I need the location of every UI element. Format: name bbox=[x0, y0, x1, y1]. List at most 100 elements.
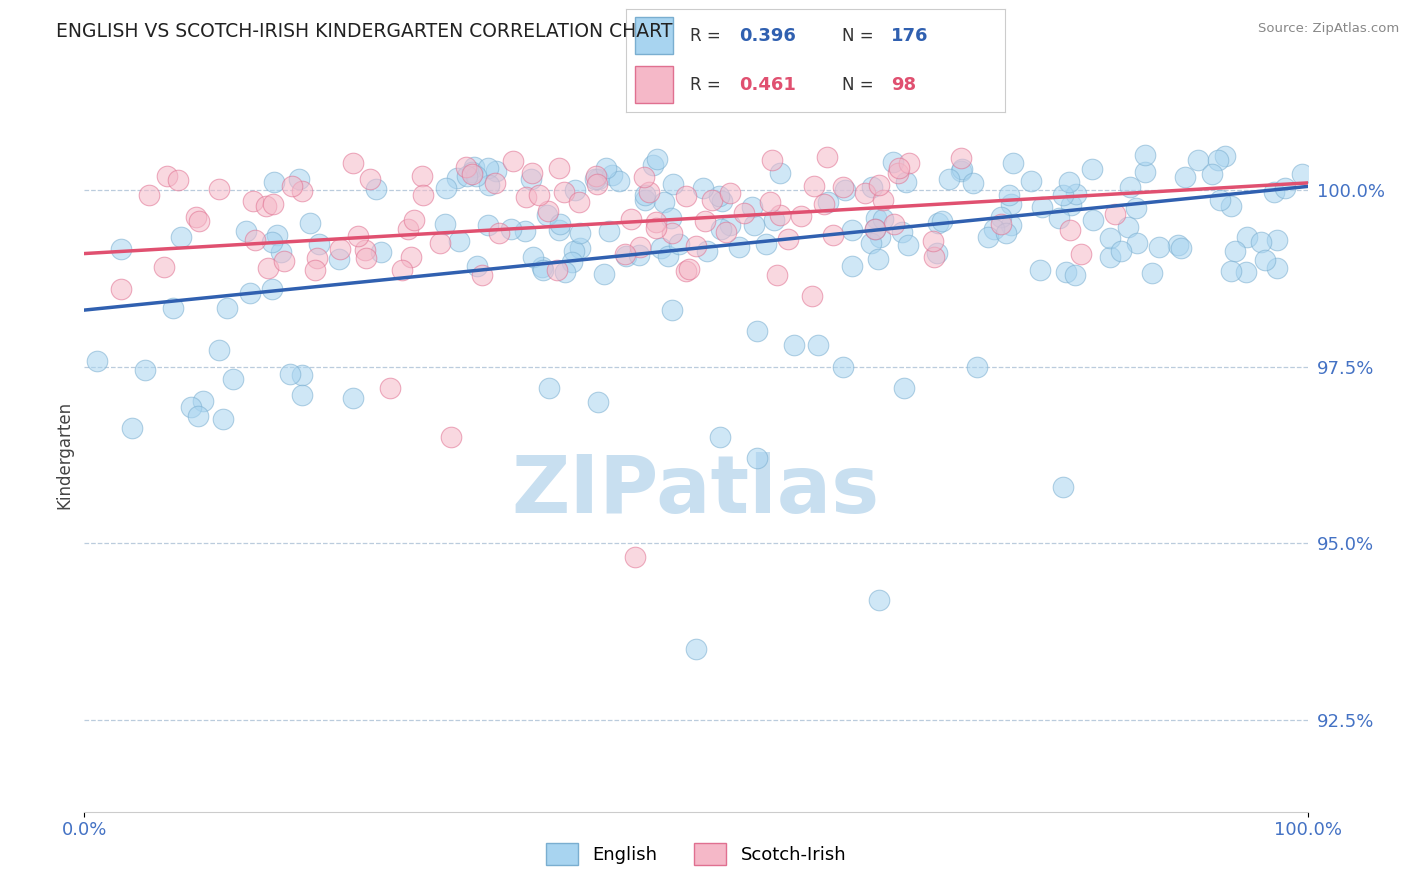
Point bbox=[485, 163, 508, 178]
Point bbox=[614, 246, 637, 260]
Point bbox=[446, 171, 468, 186]
Point bbox=[263, 176, 285, 190]
Point bbox=[307, 251, 329, 265]
Point bbox=[586, 395, 609, 409]
Point bbox=[463, 161, 485, 175]
Point bbox=[266, 228, 288, 243]
Point bbox=[273, 253, 295, 268]
Point bbox=[718, 186, 741, 200]
Point bbox=[536, 208, 558, 222]
Point bbox=[831, 179, 853, 194]
Point bbox=[696, 244, 718, 258]
Point bbox=[1170, 241, 1192, 255]
Point bbox=[1125, 201, 1147, 215]
Point bbox=[755, 237, 778, 252]
Point bbox=[188, 214, 211, 228]
Point bbox=[187, 409, 209, 423]
Point bbox=[747, 324, 769, 338]
Point bbox=[477, 161, 499, 175]
Point bbox=[1250, 235, 1272, 250]
Text: N =: N = bbox=[842, 76, 879, 94]
Text: 0.396: 0.396 bbox=[740, 27, 796, 45]
Point bbox=[714, 225, 737, 239]
Point bbox=[950, 151, 973, 165]
Point bbox=[235, 223, 257, 237]
Point bbox=[860, 180, 883, 194]
Point bbox=[208, 343, 231, 357]
Legend: English, Scotch-Irish: English, Scotch-Irish bbox=[537, 834, 855, 874]
Point bbox=[868, 252, 890, 267]
Point bbox=[922, 234, 945, 248]
Point bbox=[242, 194, 264, 208]
Point bbox=[522, 250, 544, 264]
Point bbox=[657, 250, 679, 264]
Point bbox=[1220, 263, 1243, 277]
Point bbox=[678, 262, 700, 277]
Point bbox=[531, 263, 554, 277]
Point bbox=[412, 188, 434, 202]
Point bbox=[872, 193, 894, 207]
Point bbox=[766, 268, 789, 282]
Point bbox=[434, 218, 457, 232]
Point bbox=[1201, 167, 1223, 181]
Point bbox=[977, 230, 1000, 244]
Point bbox=[633, 193, 655, 207]
Point bbox=[304, 262, 326, 277]
Point bbox=[1052, 480, 1074, 494]
Point bbox=[685, 239, 707, 253]
Point bbox=[270, 244, 292, 259]
Point bbox=[922, 250, 945, 264]
Point bbox=[1070, 246, 1092, 260]
Point bbox=[562, 244, 585, 259]
Point bbox=[962, 176, 984, 190]
Point bbox=[637, 186, 659, 200]
Point bbox=[983, 222, 1005, 236]
Point bbox=[887, 166, 910, 180]
Point bbox=[429, 235, 451, 250]
Point bbox=[478, 178, 501, 192]
Point bbox=[643, 157, 665, 171]
Point bbox=[586, 172, 609, 186]
Point bbox=[1125, 236, 1147, 251]
Point bbox=[868, 178, 890, 192]
Point bbox=[347, 228, 370, 243]
Point bbox=[893, 381, 915, 395]
Point bbox=[747, 451, 769, 466]
Point bbox=[520, 166, 543, 180]
Point bbox=[661, 303, 683, 318]
Point bbox=[620, 211, 643, 226]
Point bbox=[661, 226, 683, 240]
Point bbox=[1064, 187, 1087, 202]
Point bbox=[342, 391, 364, 405]
Point bbox=[138, 187, 160, 202]
Point bbox=[882, 155, 904, 169]
Point bbox=[711, 194, 734, 209]
Point bbox=[260, 235, 283, 249]
Point bbox=[990, 210, 1012, 224]
Point bbox=[855, 186, 877, 200]
Point bbox=[776, 232, 799, 246]
Point bbox=[328, 252, 350, 266]
Point bbox=[257, 261, 280, 276]
Point bbox=[1263, 185, 1285, 199]
Point bbox=[869, 592, 891, 607]
Point bbox=[1118, 219, 1140, 234]
Point bbox=[411, 169, 433, 184]
Point bbox=[1206, 153, 1229, 167]
Point bbox=[1052, 188, 1074, 202]
Point bbox=[1098, 231, 1121, 245]
Point bbox=[931, 213, 953, 227]
Point bbox=[813, 197, 835, 211]
Point bbox=[298, 215, 321, 229]
Point bbox=[616, 249, 638, 263]
Point bbox=[568, 195, 591, 210]
Point bbox=[710, 222, 733, 236]
Point bbox=[1223, 244, 1246, 259]
Point bbox=[1047, 211, 1070, 226]
Point bbox=[633, 169, 655, 184]
Point bbox=[821, 227, 844, 242]
Point bbox=[841, 260, 863, 274]
Point bbox=[215, 301, 238, 316]
Point bbox=[801, 289, 824, 303]
Point bbox=[592, 267, 614, 281]
